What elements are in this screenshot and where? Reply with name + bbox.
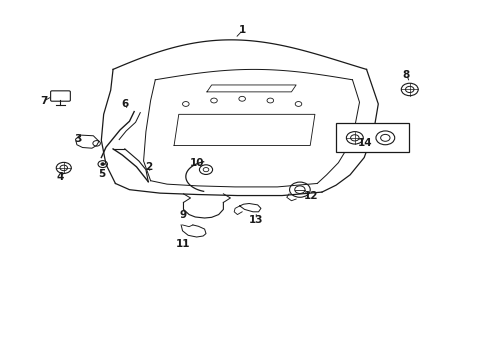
Text: 11: 11 [176,239,190,249]
Circle shape [101,163,104,166]
FancyBboxPatch shape [335,123,408,152]
Text: 10: 10 [189,158,203,168]
Text: 2: 2 [145,162,152,172]
Text: 5: 5 [98,170,105,180]
FancyBboxPatch shape [51,91,70,101]
Text: 7: 7 [40,96,47,106]
Text: 13: 13 [248,215,263,225]
Text: 1: 1 [239,25,246,35]
Text: 6: 6 [121,99,128,109]
Text: 9: 9 [180,210,186,220]
Text: 14: 14 [358,138,372,148]
Text: 12: 12 [303,190,318,201]
Text: 8: 8 [402,69,409,80]
Text: 3: 3 [74,134,81,144]
Text: 4: 4 [57,172,64,182]
